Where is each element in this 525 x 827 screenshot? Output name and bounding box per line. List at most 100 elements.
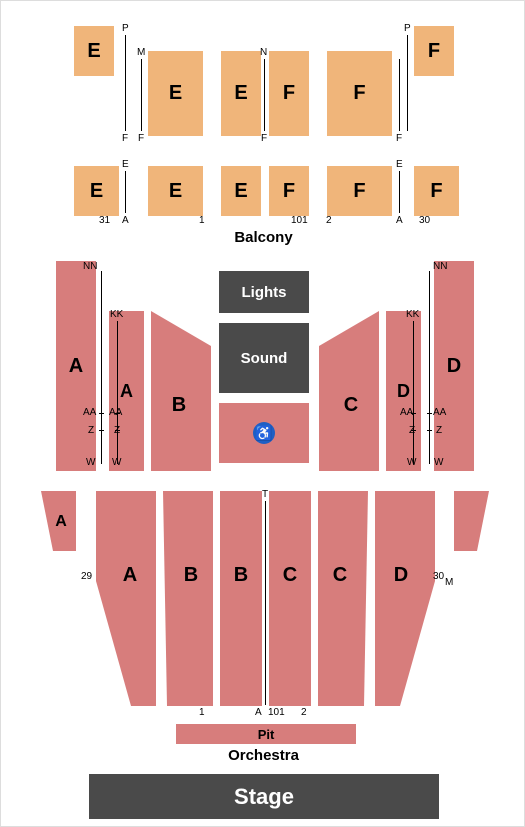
row-label: W xyxy=(86,457,95,468)
svg-text:B: B xyxy=(184,564,198,586)
row-label: P xyxy=(122,23,129,34)
orch-lower-c2[interactable]: C xyxy=(318,491,368,706)
orch-upper-b[interactable]: B xyxy=(151,311,211,471)
row-label: NN xyxy=(83,261,97,272)
seat-num: 2 xyxy=(301,707,307,718)
orch-lower-b1[interactable]: B xyxy=(163,491,213,706)
balcony-lower-e3[interactable]: E xyxy=(221,166,261,216)
row-label: N xyxy=(260,47,267,58)
row-indicator xyxy=(264,59,265,131)
balcony-upper-e2[interactable]: E xyxy=(148,51,203,136)
svg-text:C: C xyxy=(344,394,358,416)
row-label: E xyxy=(396,159,403,170)
row-label: A xyxy=(122,215,129,226)
row-indicator xyxy=(407,35,408,131)
row-indicator xyxy=(413,321,414,464)
balcony-lower-f3[interactable]: F xyxy=(414,166,459,216)
seat-num: 101 xyxy=(291,215,308,226)
row-tick xyxy=(115,413,120,414)
seat-num: 1 xyxy=(199,707,205,718)
svg-text:A: A xyxy=(55,513,67,530)
balcony-lower-e2[interactable]: E xyxy=(148,166,203,216)
balcony-upper-e1[interactable]: E xyxy=(74,26,114,76)
svg-text:A: A xyxy=(123,564,137,586)
row-indicator xyxy=(399,59,400,131)
seat-num: 30 xyxy=(433,571,444,582)
balcony-upper-f2[interactable]: F xyxy=(327,51,392,136)
orch-lower-b2[interactable]: B xyxy=(220,491,262,706)
row-tick xyxy=(115,430,120,431)
balcony-lower-f2[interactable]: F xyxy=(327,166,392,216)
orch-lower-c1[interactable]: C xyxy=(269,491,311,706)
seating-chart: E E E F F F P F M F N F F P E E E F F F … xyxy=(0,0,525,827)
ada-section[interactable]: ♿ xyxy=(219,403,309,463)
row-label: KK xyxy=(110,309,123,320)
row-label: W xyxy=(407,457,416,468)
seat-num: 101 xyxy=(268,707,285,718)
row-label: Z xyxy=(436,425,442,436)
row-label: AA xyxy=(433,407,446,418)
seat-num: 2 xyxy=(326,215,332,226)
row-label: P xyxy=(404,23,411,34)
row-indicator xyxy=(265,501,266,705)
orch-upper-c[interactable]: C xyxy=(319,311,379,471)
orch-lower-d[interactable]: D xyxy=(375,491,435,706)
row-label: F xyxy=(138,133,144,144)
balcony-upper-f3[interactable]: F xyxy=(414,26,454,76)
orchestra-label: Orchestra xyxy=(1,747,525,764)
pit-section[interactable]: Pit xyxy=(176,724,356,744)
row-indicator xyxy=(125,171,126,213)
row-label: NN xyxy=(433,261,447,272)
row-label: W xyxy=(434,457,443,468)
svg-text:B: B xyxy=(172,394,186,416)
balcony-lower-e1[interactable]: E xyxy=(74,166,119,216)
row-label: E xyxy=(122,159,129,170)
svg-text:C: C xyxy=(283,564,297,586)
row-label: T xyxy=(262,489,268,500)
row-label: M xyxy=(137,47,145,58)
svg-text:D: D xyxy=(394,564,408,586)
row-label: A xyxy=(396,215,403,226)
row-label: F xyxy=(396,133,402,144)
seat-num: 1 xyxy=(199,215,205,226)
seat-num: 29 xyxy=(81,571,92,582)
row-tick xyxy=(411,413,416,414)
orch-lower-a[interactable]: A xyxy=(96,491,156,706)
row-label: F xyxy=(261,133,267,144)
row-indicator xyxy=(117,321,118,464)
row-tick xyxy=(411,430,416,431)
row-label: Z xyxy=(88,425,94,436)
row-indicator xyxy=(141,59,142,131)
row-indicator xyxy=(429,271,430,464)
balcony-label: Balcony xyxy=(1,229,525,246)
row-tick xyxy=(427,430,432,431)
svg-text:B: B xyxy=(234,564,248,586)
row-tick xyxy=(99,413,104,414)
svg-text:C: C xyxy=(333,564,347,586)
row-indicator xyxy=(125,35,126,131)
row-tick xyxy=(427,413,432,414)
row-label: AA xyxy=(83,407,96,418)
row-label: A xyxy=(255,707,262,718)
sound-box: Sound xyxy=(219,323,309,393)
row-label: KK xyxy=(406,309,419,320)
balcony-upper-f1[interactable]: F xyxy=(269,51,309,136)
balcony-lower-f1[interactable]: F xyxy=(269,166,309,216)
orch-upper-d-outer[interactable]: D xyxy=(434,261,474,471)
orch-lower-d-wedge[interactable] xyxy=(454,491,489,551)
orch-upper-d-inner[interactable]: D xyxy=(386,311,421,471)
row-label: W xyxy=(112,457,121,468)
row-tick xyxy=(99,430,104,431)
orch-upper-a-outer[interactable]: A xyxy=(56,261,96,471)
row-label: F xyxy=(122,133,128,144)
row-indicator xyxy=(101,271,102,464)
orch-lower-a-wedge[interactable]: A xyxy=(41,491,76,551)
orch-upper-a-inner[interactable]: A xyxy=(109,311,144,471)
wheelchair-icon: ♿ xyxy=(253,422,275,444)
row-indicator xyxy=(399,171,400,213)
row-label: M xyxy=(445,577,453,588)
balcony-upper-e3[interactable]: E xyxy=(221,51,261,136)
lights-box: Lights xyxy=(219,271,309,313)
stage-box: Stage xyxy=(89,774,439,819)
seat-num: 31 xyxy=(99,215,110,226)
